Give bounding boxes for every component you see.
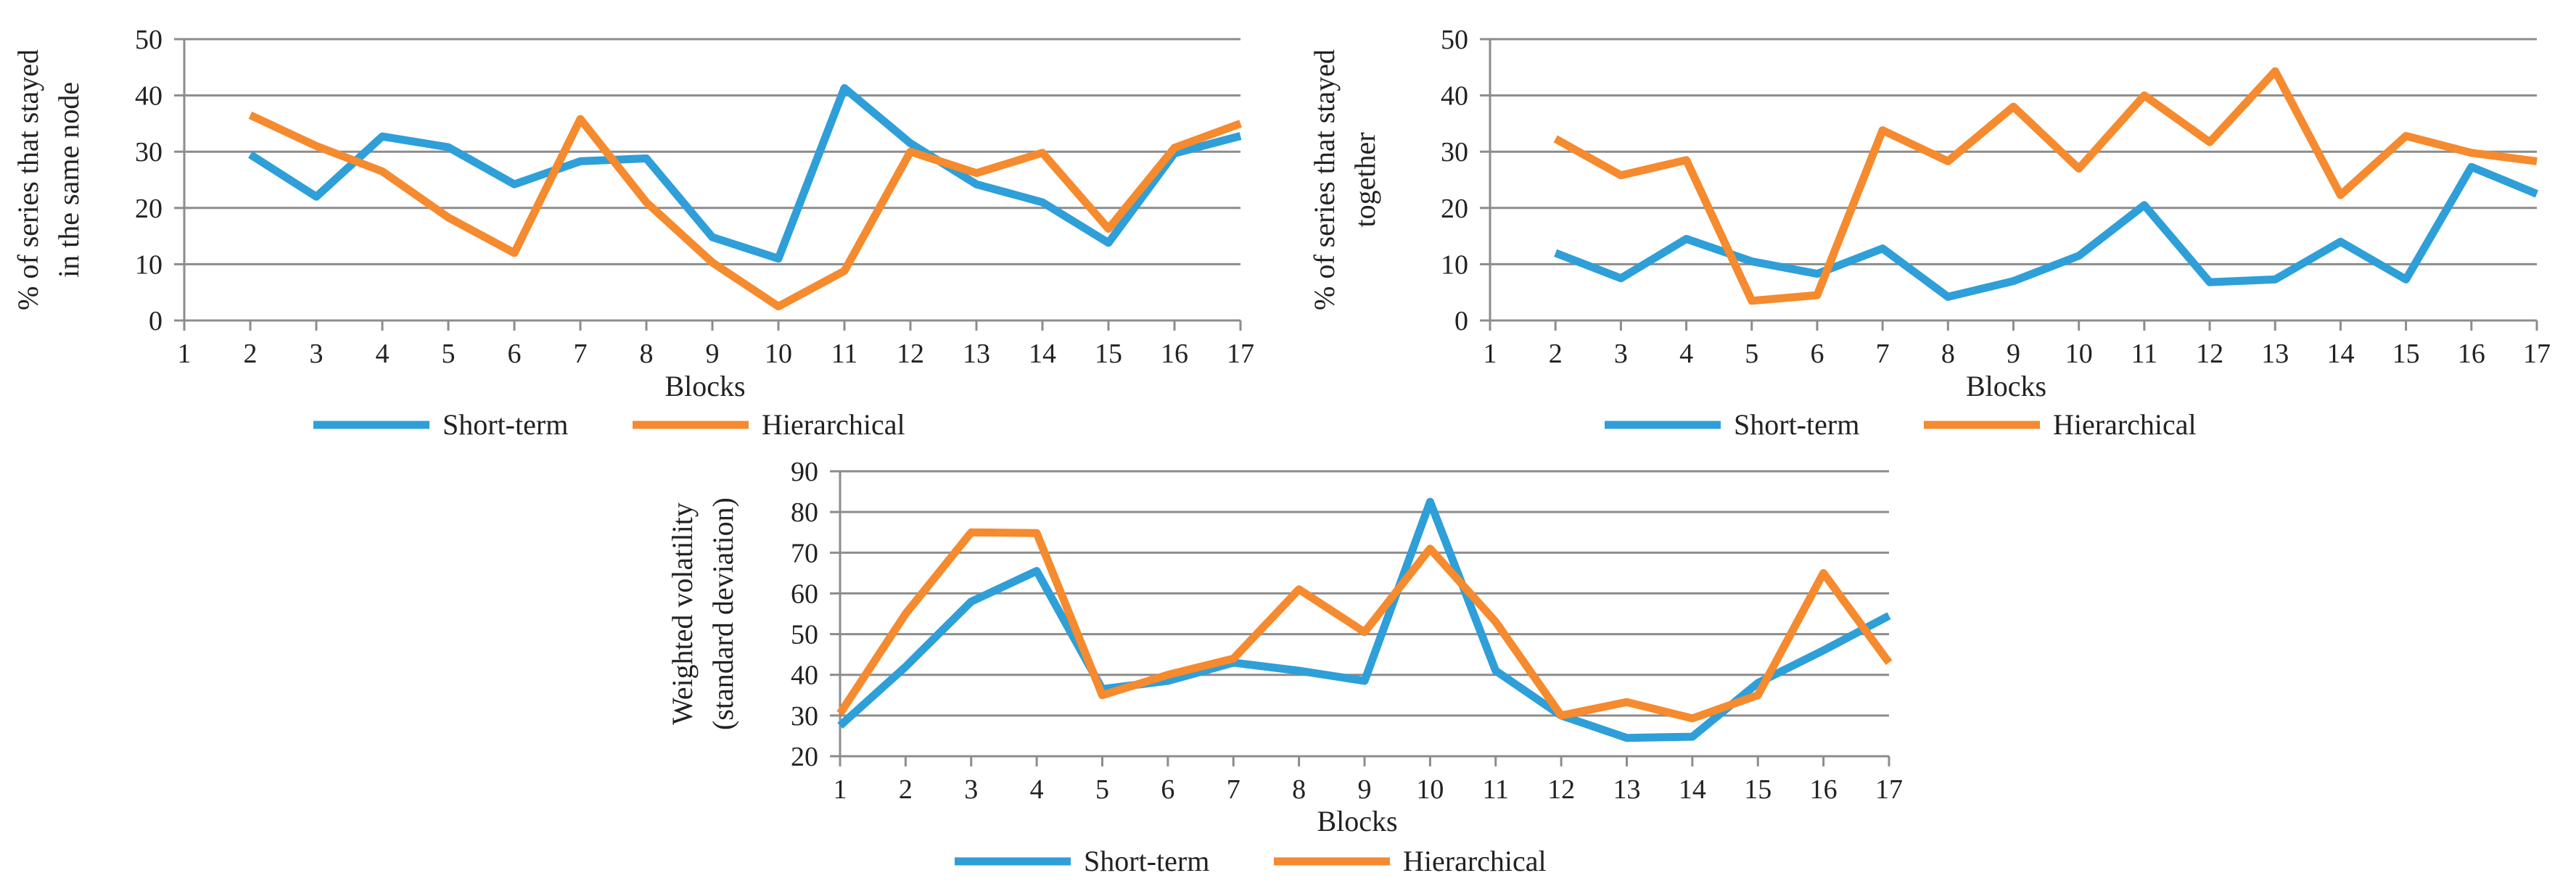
x-axis-label: Blocks — [664, 370, 745, 402]
y-axis-label-line: % of series that stayed — [12, 49, 44, 310]
x-tick-label: 3 — [964, 774, 978, 805]
x-tick-label: 2 — [244, 339, 258, 369]
y-tick-label: 60 — [791, 579, 818, 609]
series-line-hierarchical — [836, 528, 1893, 723]
x-tick-label: 4 — [376, 339, 390, 369]
legend-label-hierarchical: Hierarchical — [1403, 845, 1547, 877]
x-tick-label: 3 — [310, 339, 324, 369]
x-tick-label: 8 — [640, 339, 654, 369]
x-tick-label: 5 — [1745, 339, 1758, 369]
y-tick-label: 70 — [791, 538, 818, 568]
y-tick-label: 30 — [135, 137, 162, 167]
x-axis-label: Blocks — [1317, 805, 1397, 837]
y-tick-label: 40 — [135, 81, 162, 112]
legend-label-short-term: Short-term — [1734, 408, 1859, 441]
y-tick-label: 20 — [135, 194, 162, 224]
x-tick-label: 16 — [1810, 774, 1838, 805]
x-tick-label: 1 — [834, 774, 847, 805]
y-tick-label: 40 — [791, 661, 818, 691]
x-tick-label: 3 — [1614, 339, 1628, 369]
x-tick-label: 4 — [1679, 339, 1693, 369]
y-tick-label: 20 — [1441, 194, 1468, 224]
y-tick-label: 30 — [1441, 137, 1468, 167]
x-tick-label: 14 — [2326, 339, 2354, 369]
series-line-hierarchical — [1553, 67, 2538, 305]
series-line-short-term — [1554, 162, 2539, 301]
series-line-short-term — [837, 497, 1891, 742]
y-tick-label: 10 — [1441, 249, 1468, 280]
y-axis-label-line: Weighted volatility — [666, 502, 699, 725]
x-tick-label: 10 — [765, 339, 792, 369]
x-tick-label: 7 — [1876, 339, 1890, 369]
x-tick-label: 16 — [2458, 339, 2485, 369]
x-tick-label: 10 — [1416, 774, 1444, 805]
x-tick-label: 17 — [1227, 339, 1254, 369]
y-tick-label: 0 — [149, 306, 162, 336]
y-axis-label-line: in the same node — [52, 82, 85, 278]
x-tick-label: 14 — [1679, 774, 1706, 805]
y-axis-label-line: together — [1349, 132, 1381, 227]
x-tick-label: 6 — [508, 339, 522, 369]
x-tick-label: 15 — [2392, 339, 2420, 369]
legend-label-hierarchical: Hierarchical — [762, 408, 905, 441]
x-tick-label: 15 — [1744, 774, 1771, 805]
x-tick-label: 8 — [1941, 339, 1955, 369]
y-tick-label: 50 — [791, 620, 818, 650]
x-axis-label: Blocks — [1966, 370, 2046, 402]
legend-label-short-term: Short-term — [1084, 845, 1209, 877]
x-tick-label: 6 — [1810, 339, 1824, 369]
x-tick-label: 7 — [574, 339, 588, 369]
y-tick-label: 50 — [1441, 25, 1468, 55]
x-tick-label: 16 — [1161, 339, 1188, 369]
x-tick-label: 8 — [1292, 774, 1306, 805]
x-tick-label: 2 — [899, 774, 913, 805]
series-line-hierarchical — [248, 111, 1242, 311]
x-tick-label: 9 — [2007, 339, 2020, 369]
x-tick-label: 13 — [963, 339, 990, 369]
x-tick-label: 10 — [2065, 339, 2093, 369]
y-tick-label: 20 — [791, 742, 818, 772]
x-tick-label: 5 — [442, 339, 456, 369]
x-tick-label: 12 — [2196, 339, 2223, 369]
y-tick-label: 40 — [1441, 81, 1468, 112]
x-tick-label: 5 — [1095, 774, 1109, 805]
y-axis-label-line: % of series that stayed — [1308, 49, 1341, 310]
y-tick-label: 90 — [791, 457, 818, 487]
y-tick-label: 80 — [791, 497, 818, 528]
x-tick-label: 13 — [2261, 339, 2289, 369]
x-tick-label: 13 — [1613, 774, 1641, 805]
x-tick-label: 11 — [2131, 339, 2158, 369]
y-tick-label: 50 — [135, 25, 162, 55]
x-tick-label: 12 — [897, 339, 924, 369]
y-tick-label: 0 — [1454, 306, 1468, 336]
y-axis-label-line: (standard deviation) — [707, 497, 739, 730]
x-tick-label: 4 — [1030, 774, 1044, 805]
x-tick-label: 9 — [706, 339, 720, 369]
x-tick-label: 6 — [1161, 774, 1174, 805]
y-tick-label: 10 — [135, 249, 162, 280]
x-tick-label: 1 — [1484, 339, 1497, 369]
legend-label-short-term: Short-term — [443, 408, 568, 441]
x-tick-label: 15 — [1095, 339, 1122, 369]
x-tick-label: 11 — [1482, 774, 1509, 805]
y-tick-label: 30 — [791, 701, 818, 732]
x-tick-label: 17 — [1875, 774, 1903, 805]
series-line-short-term — [248, 84, 1242, 263]
x-tick-label: 7 — [1227, 774, 1240, 805]
x-tick-label: 14 — [1029, 339, 1056, 369]
x-tick-label: 1 — [178, 339, 192, 369]
x-tick-label: 12 — [1547, 774, 1575, 805]
x-tick-label: 2 — [1549, 339, 1563, 369]
x-tick-label: 17 — [2523, 339, 2551, 369]
legend-label-hierarchical: Hierarchical — [2053, 408, 2197, 441]
x-tick-label: 11 — [831, 339, 858, 369]
x-tick-label: 9 — [1358, 774, 1372, 805]
